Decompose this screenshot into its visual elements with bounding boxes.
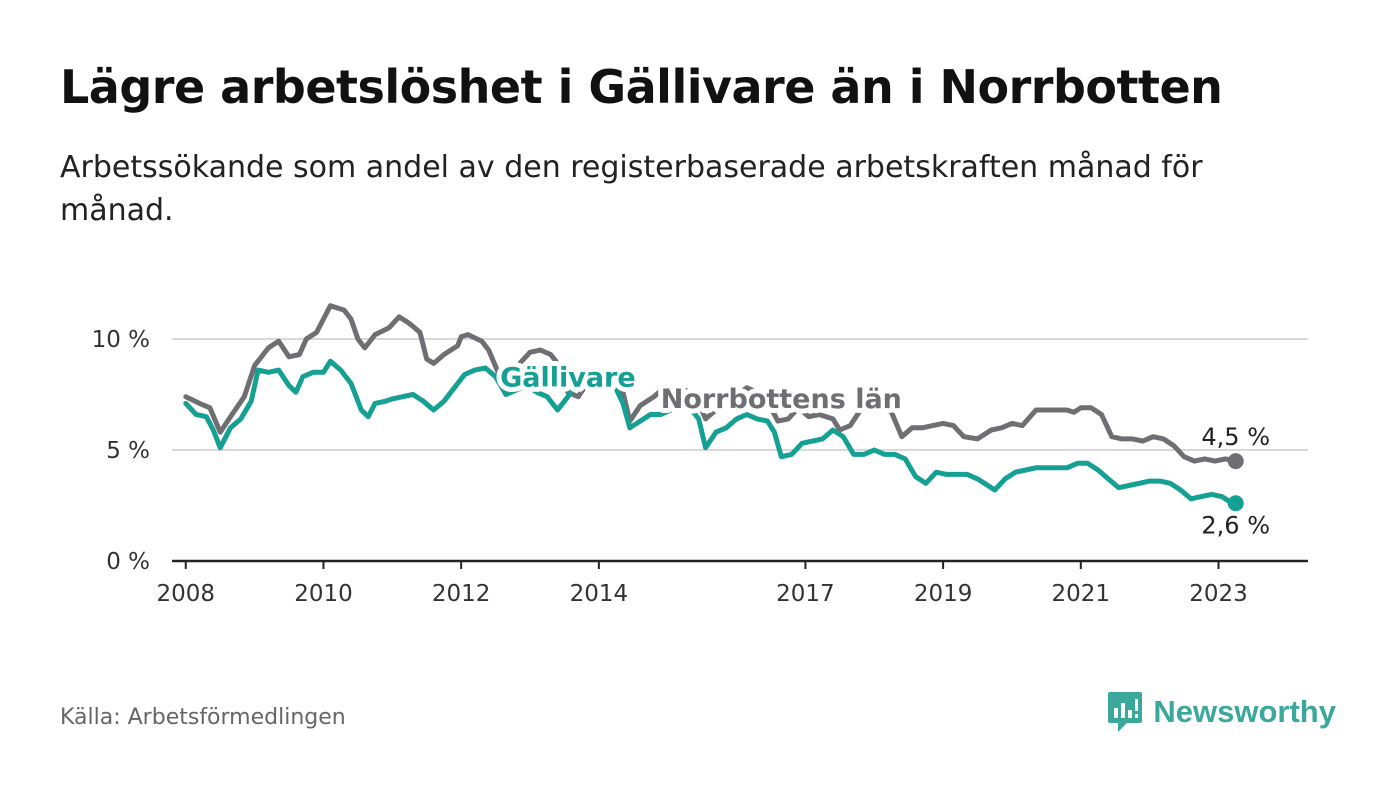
- series-end-label-0: 4,5 %: [1201, 423, 1270, 451]
- series-end-label-1: 2,6 %: [1201, 511, 1270, 539]
- x-tick-label: 2023: [1189, 581, 1248, 607]
- x-tick-label: 2014: [570, 581, 629, 607]
- grid-layer: 0 % 5 % 10 % 2008 2010 2012 2014 2017 2019 2021 20…: [92, 327, 1308, 607]
- series-layer: [183, 303, 1239, 506]
- x-tick-label: 2019: [914, 581, 973, 607]
- x-tick-label: 2010: [294, 581, 353, 607]
- x-tick-label: 2012: [432, 581, 491, 607]
- brand-logo[interactable]: Newsworthy: [1107, 690, 1336, 734]
- newsworthy-logo-icon: [1108, 692, 1143, 732]
- x-tick-label: 2017: [776, 581, 835, 607]
- label-layer: 4,5 % 2,6 % Norrbottens län Gällivare: [495, 358, 1270, 540]
- series-endpoint-1: [1227, 495, 1244, 512]
- y-tick-label: 5 %: [106, 438, 150, 464]
- brand-name: Newsworthy: [1153, 694, 1336, 729]
- source-note: Källa: Arbetsförmedlingen: [60, 705, 346, 730]
- y-tick-label: 0 %: [106, 549, 150, 575]
- x-tick-label: 2008: [156, 581, 215, 607]
- chart-subtitle: Arbetssökande som andel av den registerb…: [60, 150, 1203, 228]
- x-tick-label: 2021: [1052, 581, 1111, 607]
- chart-title: Lägre arbetslöshet i Gällivare än i Norr…: [60, 60, 1223, 114]
- series-name-label-0: Norrbottens län: [661, 384, 902, 415]
- series-name-label-1: Gällivare: [500, 363, 636, 394]
- series-line-0: [183, 303, 1239, 464]
- series-endpoint-0: [1227, 453, 1244, 470]
- y-tick-label: 10 %: [92, 327, 150, 353]
- series-line-1: [183, 358, 1239, 506]
